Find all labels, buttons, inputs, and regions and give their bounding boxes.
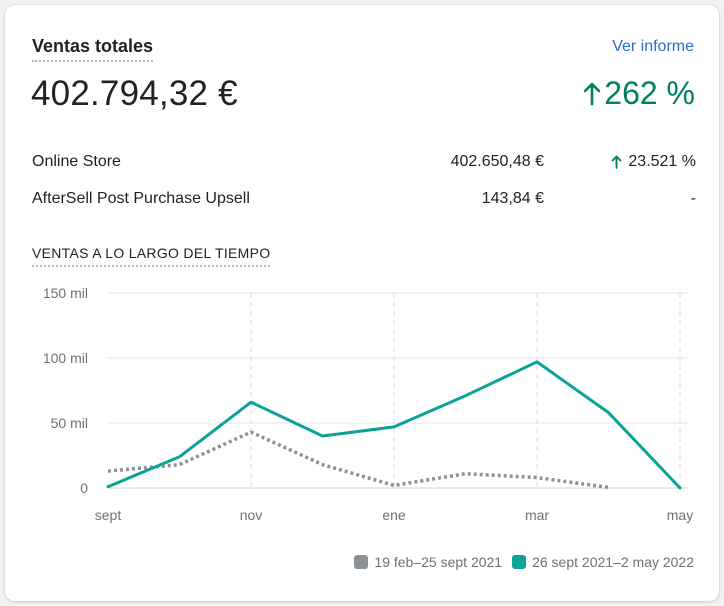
x-tick-label: ene <box>382 507 406 523</box>
legend-item[interactable]: 19 feb–25 sept 2021 <box>354 554 502 570</box>
card-title[interactable]: Ventas totales <box>32 36 154 62</box>
chart-section-title[interactable]: VENTAS A LO LARGO DEL TIEMPO <box>32 245 271 267</box>
legend-item[interactable]: 26 sept 2021–2 may 2022 <box>512 554 694 570</box>
x-tick-label: sept <box>95 507 122 523</box>
channel-amount: 143,84 € <box>481 190 544 207</box>
x-tick-label: nov <box>240 507 263 523</box>
legend-swatch <box>354 555 369 569</box>
chart-legend: 19 feb–25 sept 2021 26 sept 2021–2 may 2… <box>354 554 694 570</box>
sales-card: Ventas totales Ver informe 402.794,32 € … <box>5 5 719 601</box>
legend-swatch <box>512 555 527 569</box>
arrow-up-icon <box>583 82 601 105</box>
channel-row: Online Store 402.650,48 € 23.521 % <box>32 153 696 177</box>
total-sales-value: 402.794,32 € <box>31 74 238 113</box>
series-line-0 <box>107 430 609 490</box>
channel-change: - <box>691 190 696 208</box>
view-report-link[interactable]: Ver informe <box>612 38 694 55</box>
legend-label: 26 sept 2021–2 may 2022 <box>532 554 694 570</box>
channel-amount: 402.650,48 € <box>450 153 544 170</box>
channel-change: 23.521 % <box>611 153 696 171</box>
total-change-value: 262 % <box>604 75 695 111</box>
channel-name: Online Store <box>32 153 121 170</box>
legend-label: 19 feb–25 sept 2021 <box>374 554 503 570</box>
y-tick-label: 50 mil <box>51 415 88 431</box>
series-line-1 <box>106 360 682 490</box>
channel-change-value: 23.521 % <box>628 153 696 170</box>
total-change: 262 % <box>582 75 695 112</box>
channel-name: AfterSell Post Purchase Upsell <box>32 190 250 207</box>
channel-row: AfterSell Post Purchase Upsell 143,84 € … <box>32 190 696 214</box>
y-tick-label: 100 mil <box>43 350 88 366</box>
channel-change-value: - <box>690 190 696 207</box>
arrow-up-icon <box>611 155 622 169</box>
y-tick-label: 0 <box>80 480 88 496</box>
sales-over-time-chart: 150 mil 100 mil 50 mil 0 sept nov ene mar may <box>43 285 693 523</box>
x-tick-label: may <box>667 507 693 523</box>
y-tick-label: 150 mil <box>43 285 88 301</box>
x-tick-label: mar <box>525 507 549 523</box>
